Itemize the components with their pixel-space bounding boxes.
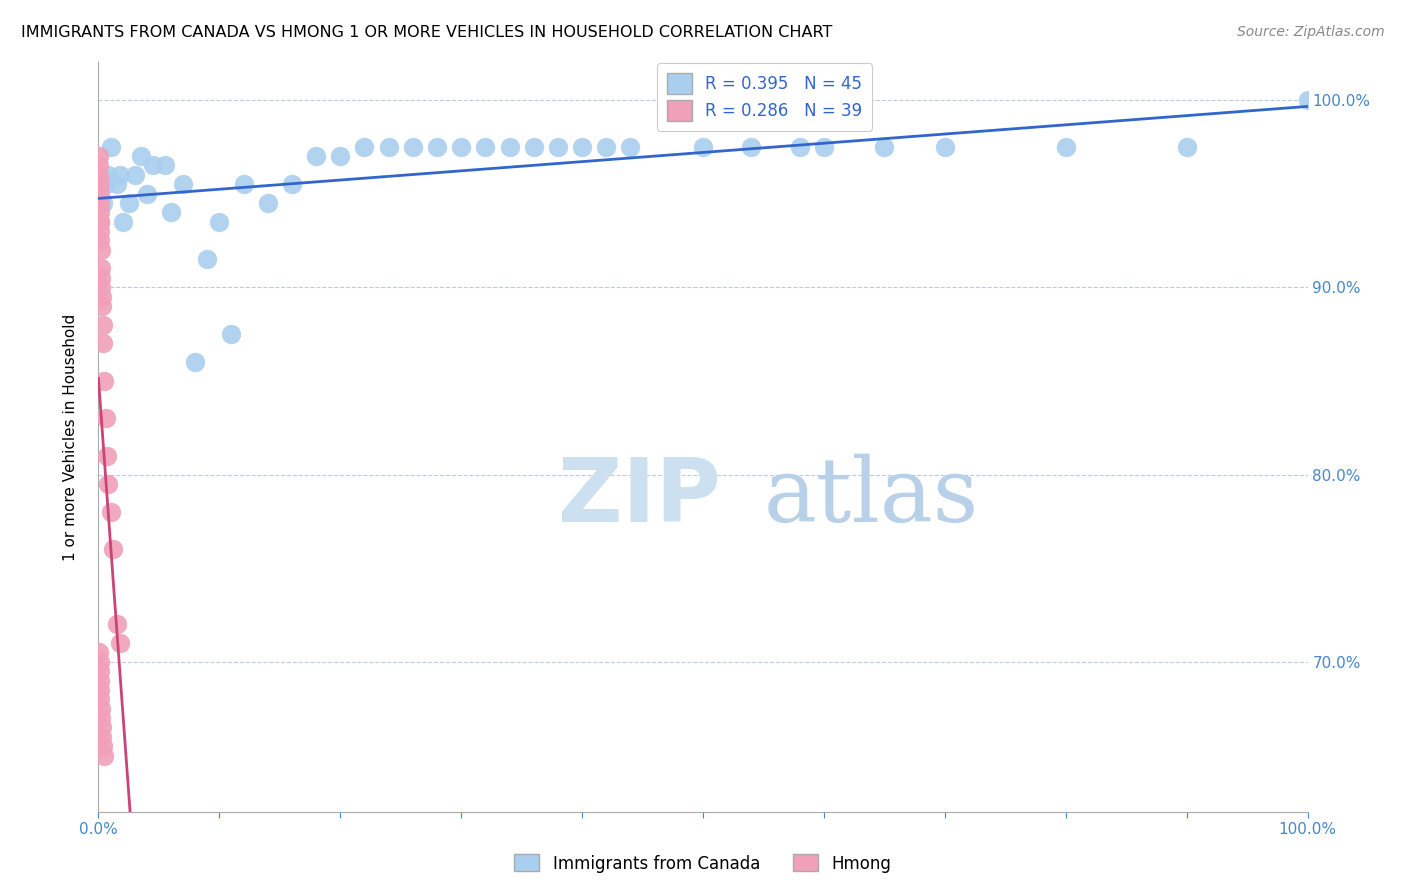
Point [89,215,111,229]
Point [377,139,399,153]
Point [89,692,111,706]
Point [101,542,124,557]
Point [172,178,194,192]
Point [108,636,131,650]
Point [934,139,956,153]
Point [692,139,714,153]
Point [142,158,165,172]
Point [91,318,114,332]
Point [91,739,114,754]
Point [571,139,593,153]
Point [129,149,152,163]
Point [96,449,118,463]
Point [94,411,117,425]
Point [89,673,111,688]
Point [329,149,352,163]
Point [256,196,278,211]
Point [89,196,111,211]
Point [450,139,472,153]
Point [89,168,111,182]
Point [595,139,617,153]
Y-axis label: 1 or more Vehicles in Household: 1 or more Vehicles in Household [63,313,77,561]
Point [1296,93,1319,107]
Point [305,149,328,163]
Point [90,289,112,303]
Point [111,215,134,229]
Point [813,139,835,153]
Text: ZIP: ZIP [558,453,721,541]
Point [232,178,254,192]
Point [89,224,111,238]
Point [87,149,110,163]
Point [1175,139,1198,153]
Point [160,205,183,219]
Point [89,655,111,669]
Point [740,139,762,153]
Point [90,702,112,716]
Point [135,186,157,201]
Point [100,139,122,153]
Point [89,205,111,219]
Point [108,168,131,182]
Point [90,280,112,294]
Point [93,374,115,388]
Point [100,505,122,519]
Point [402,139,425,153]
Point [89,215,111,229]
Point [89,664,111,679]
Point [118,196,141,211]
Point [91,196,114,211]
Point [89,646,111,660]
Point [124,168,146,182]
Point [89,683,111,698]
Point [619,139,641,153]
Point [353,139,375,153]
Point [105,178,128,192]
Point [105,617,128,632]
Point [90,271,112,285]
Point [91,730,114,744]
Point [789,139,811,153]
Point [97,168,120,182]
Point [221,327,243,342]
Point [89,186,111,201]
Point [153,158,176,172]
Point [90,261,112,276]
Point [281,178,304,192]
Point [93,748,115,763]
Point [91,299,114,313]
Point [89,233,111,247]
Point [474,139,496,153]
Point [90,711,112,725]
Legend: R = 0.395   N = 45, R = 0.286   N = 39: R = 0.395 N = 45, R = 0.286 N = 39 [657,63,872,130]
Point [97,477,120,491]
Point [94,178,117,192]
Legend: Immigrants from Canada, Hmong: Immigrants from Canada, Hmong [508,847,898,880]
Point [873,139,896,153]
Point [89,178,111,192]
Text: atlas: atlas [763,453,979,541]
Point [184,355,207,369]
Point [208,215,231,229]
Text: Source: ZipAtlas.com: Source: ZipAtlas.com [1237,25,1385,39]
Point [426,139,449,153]
Point [523,139,546,153]
Point [498,139,520,153]
Point [90,243,112,257]
Text: IMMIGRANTS FROM CANADA VS HMONG 1 OR MORE VEHICLES IN HOUSEHOLD CORRELATION CHAR: IMMIGRANTS FROM CANADA VS HMONG 1 OR MOR… [21,25,832,40]
Point [547,139,569,153]
Point [90,721,112,735]
Point [1054,139,1077,153]
Point [91,336,114,351]
Point [195,252,218,266]
Point [89,158,111,172]
